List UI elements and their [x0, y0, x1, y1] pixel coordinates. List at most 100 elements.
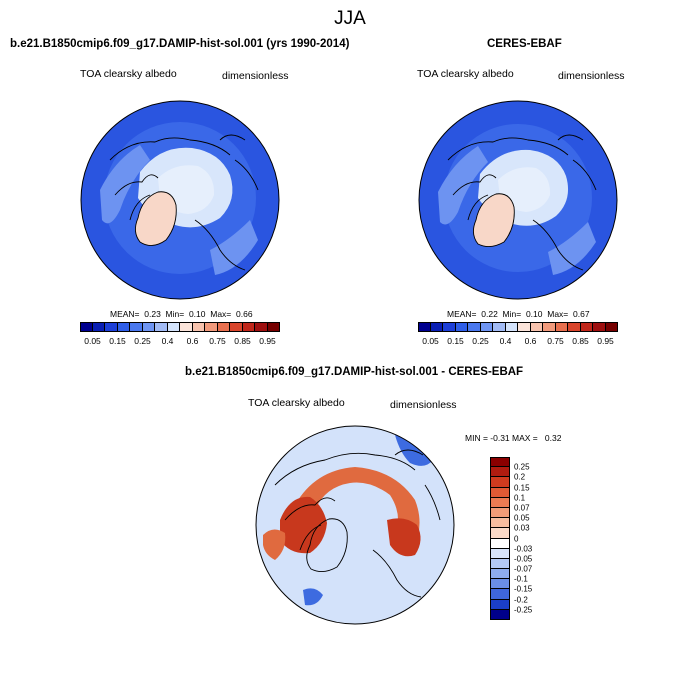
colorbar-swatch	[105, 322, 118, 332]
colorbar-tick-label: 0.25	[472, 336, 489, 346]
colorbar-tick-label: 0.85	[572, 336, 589, 346]
colorbar-swatch	[255, 322, 268, 332]
page-title: JJA	[334, 8, 366, 29]
colorbar-swatch	[555, 322, 568, 332]
model-stats: MEAN= 0.23 Min= 0.10 Max= 0.66	[110, 309, 253, 319]
diff-variable-label: TOA clearsky albedo	[248, 397, 345, 409]
colorbar-swatch	[490, 569, 510, 580]
obs-units-label: dimensionless	[558, 70, 625, 82]
colorbar-tick-label: 0.95	[259, 336, 276, 346]
colorbar-swatch	[490, 528, 510, 539]
obs-colorbar-labels: 0.05 0.15 0.25 0.4 0.6 0.75 0.85 0.95	[418, 336, 618, 346]
positive-region-siberia	[387, 518, 421, 557]
obs-colorbar	[418, 322, 618, 332]
colorbar-swatch	[490, 477, 510, 488]
colorbar-tick-label: 0.03	[514, 523, 530, 533]
colorbar-swatch	[92, 322, 105, 332]
model-colorbar-labels: 0.05 0.15 0.25 0.4 0.6 0.75 0.85 0.95	[80, 336, 280, 346]
colorbar-swatch	[568, 322, 581, 332]
colorbar-swatch	[593, 322, 606, 332]
greenland-coast	[306, 518, 348, 572]
colorbar-swatch	[468, 322, 481, 332]
colorbar-tick-label: -0.05	[514, 554, 533, 564]
colorbar-swatch	[580, 322, 593, 332]
colorbar-swatch	[418, 322, 431, 332]
model-panel-heading: b.e21.B1850cmip6.f09_g17.DAMIP-hist-sol.…	[10, 38, 350, 50]
colorbar-tick-label: -0.1	[514, 574, 528, 584]
colorbar-tick-label: 0.07	[514, 503, 530, 513]
colorbar-swatch	[117, 322, 130, 332]
colorbar-swatch	[80, 322, 93, 332]
diff-colorbar-labels: 0.25 0.2 0.15 0.1 0.07 0.05 0.03 0 -0.03 -0.05 -0.…	[514, 457, 554, 620]
colorbar-swatch	[490, 497, 510, 508]
model-colorbar	[80, 322, 280, 332]
colorbar-tick-label: -0.15	[514, 584, 533, 594]
colorbar-tick-label: 0.15	[514, 483, 530, 493]
colorbar-swatch	[480, 322, 493, 332]
coastline	[109, 134, 259, 271]
greenland	[473, 193, 515, 247]
obs-stats: MEAN= 0.22 Min= 0.10 Max= 0.67	[447, 309, 590, 319]
positive-band-ring	[295, 467, 420, 550]
colorbar-swatch	[205, 322, 218, 332]
colorbar-swatch	[493, 322, 506, 332]
colorbar-swatch	[518, 322, 531, 332]
colorbar-tick-label: 0.4	[499, 336, 512, 346]
colorbar-swatch	[543, 322, 556, 332]
colorbar-tick-label: 0.15	[447, 336, 464, 346]
colorbar-swatch	[217, 322, 230, 332]
colorbar-swatch	[490, 518, 510, 529]
greenland-coast	[473, 193, 515, 247]
colorbar-swatch	[130, 322, 143, 332]
obs-albedo-map	[418, 100, 618, 300]
positive-region-canada	[280, 496, 327, 554]
colorbar-swatch	[167, 322, 180, 332]
diff-panel-heading: b.e21.B1850cmip6.f09_g17.DAMIP-hist-sol.…	[185, 366, 524, 378]
land-low-albedo	[100, 145, 150, 224]
colorbar-tick-label: 0.75	[209, 336, 226, 346]
colorbar-tick-label: -0.2	[514, 595, 528, 605]
colorbar-swatch	[142, 322, 155, 332]
colorbar-tick-label: 0.05	[422, 336, 439, 346]
colorbar-swatch	[490, 548, 510, 559]
colorbar-swatch	[180, 322, 193, 332]
colorbar-swatch	[490, 589, 510, 600]
diff-stats: MIN = -0.31 MAX = 0.32	[465, 433, 562, 443]
coastline	[274, 449, 441, 598]
negative-region-sw	[303, 588, 323, 606]
diff-colorbar	[490, 457, 510, 620]
colorbar-tick-label: 0.75	[547, 336, 564, 346]
colorbar-swatch	[192, 322, 205, 332]
colorbar-swatch	[490, 538, 510, 549]
colorbar-swatch	[490, 599, 510, 610]
colorbar-swatch	[242, 322, 255, 332]
difference-map	[255, 425, 455, 625]
colorbar-tick-label: -0.07	[514, 564, 533, 574]
colorbar-swatch	[430, 322, 443, 332]
colorbar-swatch	[490, 457, 510, 468]
colorbar-tick-label: 0.25	[514, 462, 530, 472]
model-variable-label: TOA clearsky albedo	[80, 68, 177, 80]
colorbar-tick-label: 0.4	[161, 336, 174, 346]
land-low-albedo-2	[548, 222, 596, 275]
colorbar-swatch	[505, 322, 518, 332]
colorbar-tick-label: 0.15	[109, 336, 126, 346]
colorbar-swatch	[155, 322, 168, 332]
colorbar-tick-label: -0.25	[514, 605, 533, 615]
model-units-label: dimensionless	[222, 70, 289, 82]
colorbar-swatch	[490, 579, 510, 590]
colorbar-tick-label: 0	[514, 534, 519, 543]
land-low-albedo	[438, 146, 488, 225]
colorbar-swatch	[490, 487, 510, 498]
positive-region-west	[263, 529, 286, 560]
colorbar-tick-label: 0.05	[514, 513, 530, 523]
greenland	[135, 191, 177, 246]
colorbar-tick-label: 0.2	[514, 472, 526, 482]
colorbar-tick-label: 0.25	[134, 336, 151, 346]
colorbar-tick-label: 0.6	[524, 336, 537, 346]
obs-variable-label: TOA clearsky albedo	[417, 68, 514, 80]
land-low-albedo-2	[210, 220, 258, 275]
colorbar-swatch	[455, 322, 468, 332]
colorbar-swatch	[490, 558, 510, 570]
colorbar-swatch	[230, 322, 243, 332]
